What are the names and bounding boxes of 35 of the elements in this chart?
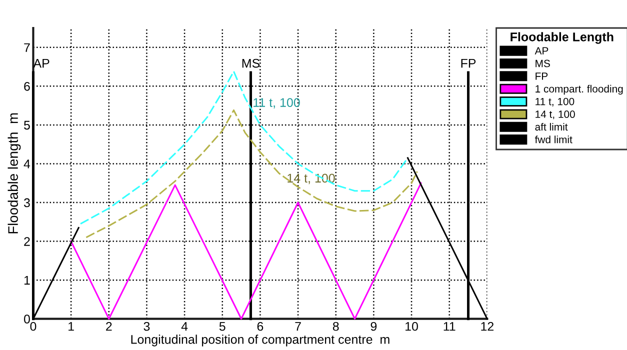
y-tick-label: 0 — [24, 314, 30, 324]
x-tick-label: 5 — [219, 322, 226, 331]
legend-label: 14 t, 100 — [536, 110, 575, 120]
ref-line-label: MS — [242, 58, 260, 68]
x-tick-label: 0 — [30, 322, 36, 331]
x-tick-label: 1 — [68, 322, 74, 331]
y-tick-label: 7 — [24, 43, 30, 52]
x-tick-label: 3 — [144, 322, 150, 331]
y-tick-label: 2 — [24, 237, 30, 246]
x-axis-title: Longitudinal position of compartment centre m — [131, 334, 390, 346]
x-tick-label: 8 — [332, 322, 339, 331]
x-tick-label: 2 — [106, 322, 112, 331]
legend-label: aft limit — [535, 122, 568, 131]
y-tick-label: 4 — [24, 160, 30, 168]
y-tick-label: 6 — [24, 82, 30, 91]
y-tick-label: 1 — [24, 276, 30, 285]
x-tick-label: 11 — [444, 322, 456, 331]
y-tick-label: 3 — [24, 198, 30, 208]
legend-title: Floodable Length — [510, 32, 614, 44]
x-tick-label: 4 — [181, 322, 188, 331]
x-tick-label: 10 — [406, 322, 418, 331]
text: AP — [534, 47, 548, 54]
y-axis-title: Floodable length m — [8, 113, 21, 234]
x-tick-label: 7 — [295, 322, 301, 331]
legend-label: fwd limit — [534, 136, 572, 144]
x-tick-label: 9 — [370, 322, 377, 331]
x-tick-label: 6 — [257, 322, 264, 331]
y-tick-label: 5 — [24, 120, 30, 130]
text: FP — [536, 72, 548, 80]
text: MS — [536, 60, 550, 68]
ref-line-label: FP — [461, 58, 476, 68]
legend-label: 11 t, 100 — [536, 98, 574, 106]
x-tick-label: 12 — [481, 322, 494, 331]
legend-label: 1 compart. flooding — [536, 84, 623, 95]
annotation: 11 t, 100 — [254, 98, 300, 108]
